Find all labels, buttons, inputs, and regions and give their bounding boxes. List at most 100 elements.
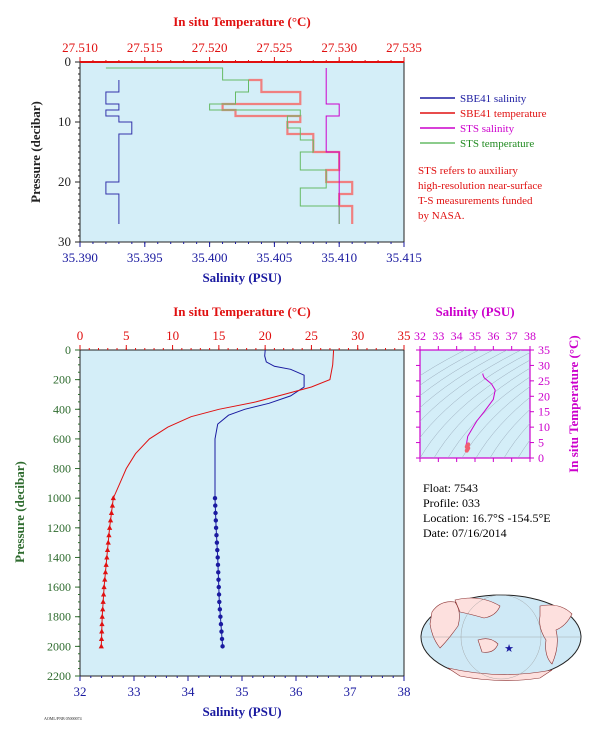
salinity-point <box>212 495 218 501</box>
salinity-point <box>219 636 225 642</box>
main-temp-tick-label: 20 <box>259 328 272 343</box>
salinity-point <box>213 503 218 508</box>
salinity-point <box>219 629 224 634</box>
ts-temp-tick-label: 0 <box>538 451 544 465</box>
info-profile: Profile: 033 <box>423 496 480 510</box>
top-sal-tick-label: 35.410 <box>321 250 357 265</box>
salinity-point <box>218 614 223 619</box>
top-temp-tick-label: 27.520 <box>192 40 228 55</box>
temperature-point <box>102 569 109 575</box>
main-pressure-tick-label: 1800 <box>47 610 71 624</box>
top-sal-tick-label: 35.405 <box>257 250 293 265</box>
top-chart: 27.510 27.515 27.520 27.525 27.530 27.535 35.… <box>28 14 547 285</box>
top-temp-tick-label: 27.510 <box>62 40 98 55</box>
ts-density-contour <box>461 386 530 458</box>
ts-density-contour <box>420 350 522 422</box>
ts-temp-tick-label: 20 <box>538 389 550 403</box>
top-series-sbe41-temperature <box>221 78 354 224</box>
salinity-point <box>216 577 221 582</box>
legend-label-sbe41-temperature: SBE41 temperature <box>460 108 547 120</box>
main-sal-tick-label: 32 <box>74 684 87 699</box>
top-sal-tick-label: 35.400 <box>192 250 228 265</box>
temperature-point <box>104 554 110 560</box>
main-temp-tick-label: 25 <box>305 328 318 343</box>
main-temp-tick-label: 35 <box>398 328 411 343</box>
note-line-3: T-S measurements funded <box>418 195 533 207</box>
main-temperature-ticks: 0 5 10 15 20 25 30 35 <box>77 328 411 350</box>
ts-deep-point <box>466 442 471 447</box>
top-note: STS refers to auxiliary high-resolution … <box>418 165 542 222</box>
main-pressure-ticks: 0 200 400 600 800 1000 1200 1400 1600 1800 2000 220… <box>47 343 80 683</box>
legend-label-sts-temperature: STS temperature <box>460 138 534 150</box>
main-pressure-tick-label: 1000 <box>47 491 71 505</box>
main-pressure-axis-label: Pressure (decibar) <box>12 461 27 563</box>
ts-density-contour <box>420 350 480 386</box>
main-chart: 0 5 10 15 20 25 30 35 32 33 34 35 36 37 38 0 200 400 600… <box>12 304 411 719</box>
top-temp-tick-label: 27.535 <box>386 40 422 55</box>
legend-label-sbe41-salinity: SBE41 salinity <box>460 93 527 105</box>
ts-temp-tick-label: 15 <box>538 405 550 419</box>
top-sal-tick-label: 35.415 <box>386 250 422 265</box>
main-pressure-tick-label: 2200 <box>47 669 71 683</box>
main-pressure-tick-label: 1400 <box>47 550 71 564</box>
main-sal-tick-label: 36 <box>290 684 304 699</box>
salinity-point <box>214 540 220 545</box>
salinity-point <box>213 525 219 531</box>
main-pressure-tick-label: 800 <box>53 462 71 476</box>
salinity-point <box>216 592 222 597</box>
float-info: Float: 7543 Profile: 033 Location: 16.7°… <box>423 481 551 540</box>
salinity-point <box>218 621 224 627</box>
temperature-point <box>101 591 107 597</box>
top-series-sts-salinity <box>325 68 340 224</box>
info-date: Date: 07/16/2014 <box>423 526 507 540</box>
note-line-1: STS refers to auxiliary <box>418 165 518 177</box>
ts-density-contour <box>475 397 530 458</box>
ts-plot-area <box>419 349 531 459</box>
ts-density-contour <box>420 352 530 438</box>
ts-density-contour <box>420 350 466 376</box>
salinity-point <box>217 599 222 605</box>
temperature-point <box>109 502 115 508</box>
ts-temperature-axis-label: In situ Temperature (°C) <box>566 335 581 473</box>
main-temp-tick-label: 10 <box>166 328 179 343</box>
temperature-point <box>99 628 105 634</box>
temperature-point <box>110 495 116 501</box>
top-pressure-tick-label: 30 <box>58 234 71 249</box>
map-americas <box>539 604 573 665</box>
ts-density-contour <box>433 367 530 458</box>
ts-sal-tick-label: 37 <box>506 329 518 343</box>
float-location-star-icon: ★ <box>504 643 514 655</box>
ts-density-contour <box>517 439 530 458</box>
top-pressure-tick-label: 10 <box>58 114 71 129</box>
ts-sal-tick-label: 32 <box>414 329 426 343</box>
info-float: Float: 7543 <box>423 481 478 495</box>
map-asia <box>454 597 501 619</box>
map-australia <box>477 638 499 653</box>
footer-id: AOML/PNB 05000074 <box>44 716 82 721</box>
ts-temp-tick-label: 25 <box>538 374 550 388</box>
salinity-point <box>215 555 220 560</box>
temperature-point <box>104 547 111 553</box>
ts-density-contours <box>420 350 530 458</box>
note-line-4: by NASA. <box>418 210 465 222</box>
temperature-point <box>100 598 106 604</box>
ts-salinity-axis-label: Salinity (PSU) <box>435 304 514 319</box>
main-temperature-axis-label: In situ Temperature (°C) <box>173 304 311 319</box>
temperature-point <box>101 584 107 590</box>
temperature-point <box>100 606 106 612</box>
map-antarctica <box>447 667 553 681</box>
top-legend: SBE41 salinity SBE41 temperature STS sal… <box>420 93 547 150</box>
ts-density-contour <box>489 409 530 458</box>
ts-density-contour <box>503 422 530 458</box>
main-temp-tick-label: 15 <box>212 328 225 343</box>
ts-temp-tick-label: 35 <box>538 343 550 357</box>
top-series-sbe41-salinity <box>105 80 133 224</box>
map-landmasses <box>429 597 573 681</box>
salinity-point <box>213 510 218 516</box>
top-pressure-tick-label: 0 <box>65 54 72 69</box>
map-africa-europe <box>429 601 460 649</box>
main-pressure-tick-label: 0 <box>65 343 71 357</box>
